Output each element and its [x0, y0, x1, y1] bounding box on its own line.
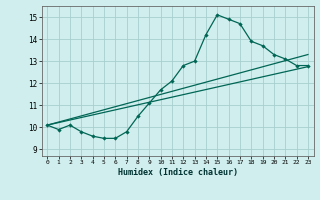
X-axis label: Humidex (Indice chaleur): Humidex (Indice chaleur): [118, 168, 237, 177]
